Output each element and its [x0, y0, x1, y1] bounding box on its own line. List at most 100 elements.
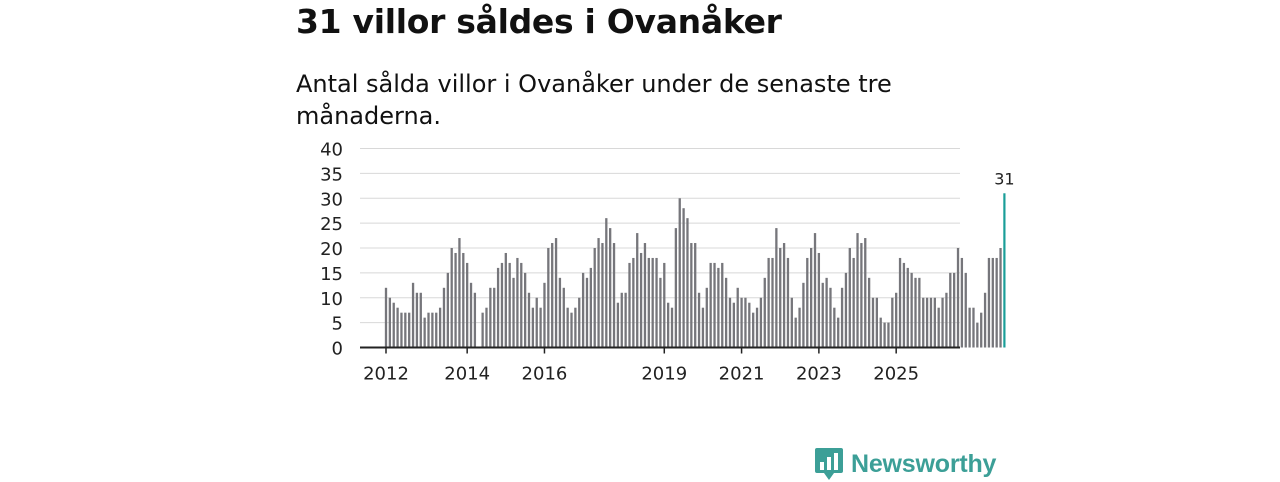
newsworthy-logo-icon: [815, 448, 843, 480]
bar: [462, 252, 465, 348]
bar: [848, 248, 851, 348]
bar: [500, 262, 504, 348]
bar: [531, 307, 535, 348]
bar: [574, 307, 577, 348]
bar: [786, 257, 790, 348]
y-tick-label: 5: [332, 314, 343, 335]
bar: [388, 297, 392, 348]
bar: [844, 272, 848, 348]
newsworthy-logo[interactable]: Newsworthy: [814, 446, 996, 482]
bar: [740, 297, 743, 348]
chart-title: 31 villor såldes i Ovanåker: [296, 2, 782, 41]
bar: [887, 322, 890, 348]
bar: [547, 248, 550, 348]
bar: [620, 292, 623, 348]
bar: [616, 302, 620, 348]
bar: [860, 243, 863, 348]
bar: [454, 252, 457, 348]
bar: [415, 292, 419, 348]
bar: [446, 272, 449, 348]
bar: [976, 322, 979, 348]
bar: [972, 307, 975, 348]
bar: [837, 317, 840, 348]
bar: [732, 302, 735, 348]
x-tick-label: 2025: [873, 364, 919, 385]
bar: [384, 287, 388, 348]
bar: [593, 248, 596, 348]
bar: [504, 252, 507, 348]
bar: [922, 297, 925, 348]
x-tick-label: 2016: [522, 364, 568, 385]
bar: [423, 317, 426, 348]
bar: [748, 302, 751, 348]
bar: [779, 248, 782, 348]
y-tick-label: 30: [320, 189, 343, 210]
bar: [875, 297, 879, 348]
y-tick-label: 15: [320, 264, 343, 285]
bar: [643, 243, 647, 348]
bar: [953, 272, 956, 348]
bar: [427, 312, 430, 348]
bar: [933, 297, 936, 348]
bar: [813, 233, 817, 348]
bar: [856, 233, 859, 348]
bar: [956, 248, 960, 348]
x-tick-label: 2012: [363, 364, 409, 385]
bar: [520, 262, 523, 348]
bar: [512, 277, 515, 348]
bar: [879, 317, 882, 348]
bar: [558, 277, 562, 348]
bar: [721, 262, 724, 348]
bar: [790, 297, 793, 348]
bar: [991, 257, 994, 348]
bar: [400, 312, 403, 348]
bar: [902, 262, 906, 348]
bar: [551, 243, 554, 348]
bar: [871, 297, 875, 348]
bar: [937, 307, 940, 348]
y-tick-label: 35: [320, 164, 343, 185]
newsworthy-logo-text: Newsworthy: [851, 449, 997, 478]
bar: [713, 262, 716, 348]
bar: [910, 272, 913, 348]
bar: [867, 277, 871, 348]
bar: [663, 262, 666, 348]
bar: [825, 277, 828, 348]
bar: [438, 307, 442, 348]
y-tick-label: 40: [320, 140, 343, 161]
bar: [516, 257, 519, 348]
bar: [798, 307, 801, 348]
y-tick-label: 25: [320, 214, 343, 235]
bar: [983, 292, 987, 348]
bar: [543, 282, 546, 348]
bar: [605, 218, 608, 348]
bar: [508, 262, 511, 348]
bar: [435, 312, 438, 348]
x-tick-label: 2019: [641, 364, 687, 385]
bar: [597, 238, 600, 348]
bar: [581, 272, 585, 348]
bar: [647, 257, 650, 348]
bar: [802, 282, 805, 348]
bar: [717, 267, 720, 348]
bar: [666, 302, 670, 348]
bar: [755, 307, 759, 348]
bar: [690, 243, 693, 348]
bar: [535, 297, 538, 348]
bar: [821, 282, 824, 348]
bar: [941, 297, 944, 348]
bar: [392, 302, 395, 348]
bar: [469, 282, 473, 348]
bar: [883, 322, 886, 348]
bar: [697, 292, 701, 348]
bar: [493, 287, 496, 348]
bar: [744, 297, 747, 348]
bar: [481, 312, 484, 348]
bar: [724, 277, 728, 348]
bar: [686, 218, 689, 348]
bar: [752, 312, 755, 348]
bar: [864, 238, 867, 348]
x-tick-label: 2014: [444, 364, 490, 385]
bar: [601, 243, 604, 348]
bar: [566, 307, 569, 348]
